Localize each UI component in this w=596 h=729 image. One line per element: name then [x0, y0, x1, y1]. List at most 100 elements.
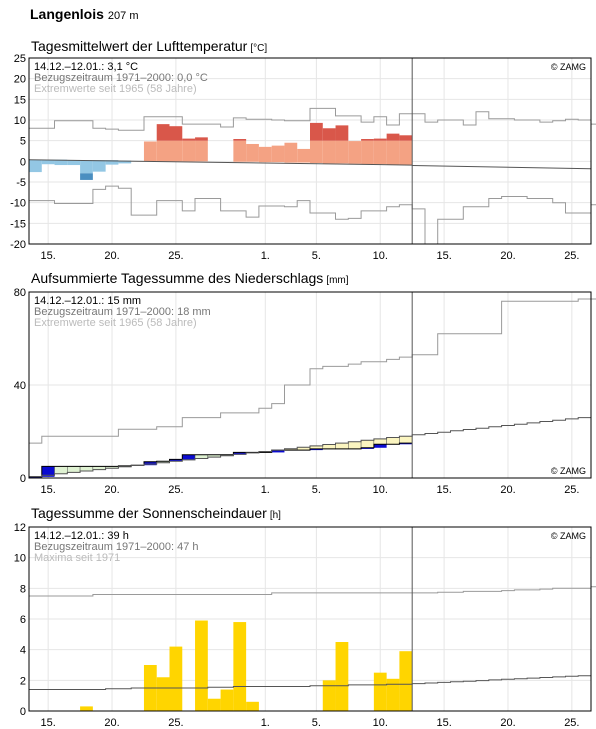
sunshine-bar	[80, 706, 93, 711]
legend-entry: Extremwerte seit 1965 (58 Jahre)	[34, 317, 197, 329]
precip-deficit-area	[335, 442, 349, 450]
zamg-credit: © ZAMG	[551, 466, 586, 476]
precip-surplus-area	[194, 454, 209, 459]
precip-daily-increment	[271, 450, 285, 453]
precip-daily-increment	[233, 452, 247, 455]
sunshine-bar	[322, 680, 336, 711]
temperature-bar-base	[105, 160, 119, 165]
temperature-bar-base	[118, 160, 132, 164]
y-tick-label: -5	[16, 177, 26, 189]
station-header: Langenlois 207 m	[30, 6, 138, 22]
x-tick-label: 15.	[41, 250, 56, 262]
temperature-bar-base	[143, 141, 157, 162]
temperature-bar-base	[54, 159, 68, 166]
temperature-bar-base	[29, 159, 42, 173]
sunshine-bar	[156, 677, 170, 711]
legend-entry: Extremwerte seit 1965 (58 Jahre)	[34, 83, 197, 95]
y-tick-label: 2	[20, 675, 26, 687]
precip-cumulative-line	[29, 442, 413, 478]
maxima-line	[29, 586, 596, 597]
y-tick-label: -15	[10, 218, 26, 230]
sunshine-bar	[169, 646, 183, 711]
temperature-bar-anomaly	[373, 138, 387, 141]
y-tick-label: 0	[20, 473, 26, 485]
temperature-bar-anomaly	[361, 139, 374, 141]
plot-frame	[28, 291, 592, 479]
temperature-bar-anomaly	[335, 125, 349, 141]
x-tick-label: 20.	[500, 717, 515, 729]
temperature-bar-base	[92, 160, 106, 172]
precip-daily-increment	[399, 443, 413, 445]
zamg-credit: © ZAMG	[551, 62, 586, 72]
temp-title-text: Tagesmittelwert der Lufttemperatur	[31, 38, 248, 54]
x-tick-label: 25.	[564, 717, 579, 729]
y-tick-label: 4	[20, 645, 26, 657]
y-tick-label: 80	[14, 287, 26, 299]
x-tick-label: 20.	[500, 484, 515, 496]
sunshine-bar	[220, 689, 234, 711]
precip-deficit-area	[360, 440, 375, 449]
precip-surplus-area	[67, 466, 81, 473]
x-tick-label: 25.	[564, 250, 579, 262]
x-tick-label: 25.	[168, 717, 183, 729]
y-tick-label: 0	[20, 706, 26, 718]
legend-entry: 14.12.–12.01.: 3,1 °C	[34, 61, 138, 73]
x-tick-label: 1.	[261, 484, 270, 496]
sunshine-bar	[233, 622, 247, 711]
temperature-bar-anomaly	[182, 138, 196, 141]
temperature-bar-base	[41, 159, 55, 165]
extreme-min-line	[29, 185, 596, 245]
plot-frame	[28, 526, 592, 712]
temperature-bar-base	[182, 140, 196, 162]
precip-deficit-area	[322, 444, 336, 450]
precip-deficit-area	[386, 437, 400, 445]
x-tick-label: 10.	[373, 484, 388, 496]
x-tick-label: 25.	[168, 484, 183, 496]
y-tick-label: 6	[20, 614, 26, 626]
y-tick-label: 0	[20, 156, 26, 168]
legend-entry: 14.12.–12.01.: 15 mm	[34, 295, 141, 307]
sunshine-bar	[195, 620, 208, 711]
sun-unit: [h]	[269, 510, 281, 521]
precip-title: Aufsummierte Tagessumme des Niederschlag…	[31, 270, 349, 286]
temperature-bar-anomaly	[169, 126, 183, 141]
x-tick-label: 1.	[261, 717, 270, 729]
temperature-bar-base	[169, 140, 183, 162]
temperature-bar-anomaly	[156, 124, 170, 141]
legend-entry: Bezugszeitraum 1971–2000: 18 mm	[34, 306, 211, 318]
reference-line	[29, 417, 591, 478]
sunshine-bar	[373, 672, 387, 711]
temperature-bar-base	[195, 140, 208, 162]
x-tick-label: 25.	[168, 250, 183, 262]
sun-title: Tagessumme der Sonnenscheindauer [h]	[31, 505, 281, 521]
legend-entry: Maxima seit 1971	[34, 552, 120, 564]
temperature-bar-base	[271, 145, 285, 163]
temperature-bar-base	[322, 140, 336, 164]
precip-deficit-area	[348, 441, 362, 450]
temperature-bar-anomaly	[399, 135, 413, 141]
sunshine-bar	[399, 651, 413, 711]
temperature-bar-base	[335, 140, 349, 164]
precip-daily-increment	[41, 466, 55, 477]
temperature-bar-base	[297, 148, 310, 163]
temperature-bar-base	[310, 140, 323, 163]
reference-line	[29, 675, 591, 690]
reference-line	[28, 159, 592, 170]
precip-title-text: Aufsummierte Tagessumme des Niederschlag…	[31, 270, 324, 286]
precipitation-chart: 80 40 0 15. 20. 25. 1. 5. 10. 15. 20. 25. 14.12.–12.…	[14, 287, 596, 496]
sunshine-bar	[207, 698, 221, 711]
x-tick-label: 20.	[104, 717, 119, 729]
temperature-bar-base	[156, 140, 170, 162]
sunshine-chart: 12 10 8 6 4 2 0 15. 20. 25. 1. 5. 10. 15. 20. 25. 14.12.…	[14, 522, 596, 729]
x-tick-label: 15.	[436, 717, 451, 729]
x-tick-label: 25.	[564, 484, 579, 496]
temperature-bar-anomaly	[310, 122, 323, 141]
temperature-bar-base	[67, 160, 81, 166]
precip-daily-increment	[29, 476, 42, 478]
x-tick-label: 1.	[261, 250, 270, 262]
y-tick-label: 25	[14, 53, 26, 65]
temperature-chart: 25 20 15 10 5 0 -5 -10 -15 -20 15. 20. 25. 1. 5. 10. 15.…	[10, 53, 596, 262]
x-tick-label: 5.	[312, 717, 321, 729]
precip-daily-increment	[310, 448, 323, 451]
sunshine-bar	[246, 701, 259, 711]
